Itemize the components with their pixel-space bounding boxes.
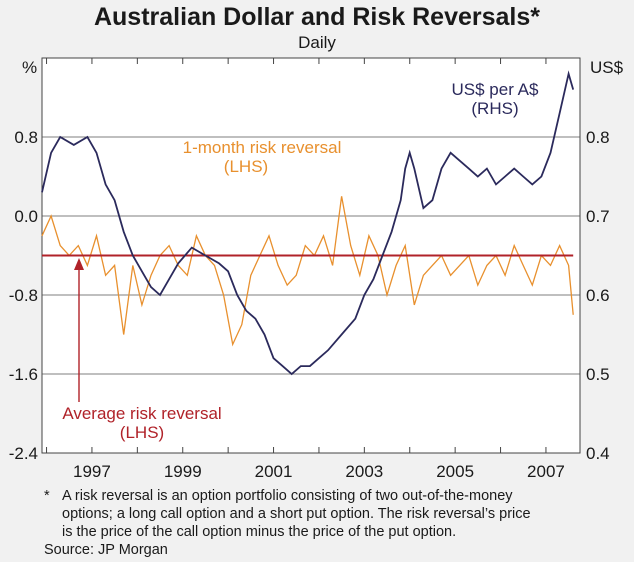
left-axis-tick-labels: 0.8 0.0 -0.8 -1.6 -2.4 [9, 128, 38, 463]
x-axis-ticks [46, 58, 547, 453]
usd-per-aud-series-line [41, 70, 575, 376]
left-tick-label: 0.8 [14, 128, 38, 147]
average-risk-reversal-label-lhs: (LHS) [120, 423, 164, 442]
left-tick-label: -0.8 [9, 286, 38, 305]
x-tick-label: 2005 [436, 462, 474, 481]
x-tick-label: 1997 [73, 462, 111, 481]
risk-reversal-series-line [41, 196, 574, 347]
x-tick-label: 2001 [255, 462, 293, 481]
right-tick-label: 0.4 [586, 444, 610, 463]
x-axis-tick-labels: 1997 1999 2001 2003 2005 2007 [73, 462, 565, 481]
usd-per-aud-label: US$ per A$ [452, 80, 539, 99]
left-tick-label: -1.6 [9, 365, 38, 384]
source-note: Source: JP Morgan [44, 542, 168, 558]
usd-per-aud-label-rhs: (RHS) [471, 99, 518, 118]
right-tick-label: 0.6 [586, 286, 610, 305]
average-label-arrow [74, 258, 84, 402]
left-tick-label: -2.4 [9, 444, 38, 463]
left-tick-label: 0.0 [14, 207, 38, 226]
right-tick-label: 0.5 [586, 365, 610, 384]
x-tick-label: 1999 [164, 462, 202, 481]
risk-reversal-label-lhs: (LHS) [224, 157, 268, 176]
risk-reversal-label: 1-month risk reversal [183, 138, 342, 157]
footnote-marker: * [44, 488, 50, 504]
right-axis-unit: US$ [590, 58, 624, 77]
average-risk-reversal-label: Average risk reversal [62, 404, 221, 423]
gridlines [42, 136, 580, 375]
x-tick-label: 2007 [527, 462, 565, 481]
right-tick-label: 0.7 [586, 207, 610, 226]
right-axis-tick-labels: 0.8 0.7 0.6 0.5 0.4 [586, 128, 610, 463]
right-tick-label: 0.8 [586, 128, 610, 147]
chart-title: Australian Dollar and Risk Reversals* [94, 3, 540, 31]
chart-subtitle: Daily [298, 33, 336, 52]
footnote-line: is the price of the call option minus th… [62, 524, 456, 540]
x-tick-label: 2003 [345, 462, 383, 481]
left-axis-unit: % [22, 58, 37, 77]
footnote-line: A risk reversal is an option portfolio c… [62, 488, 513, 504]
footnote-line: options; a long call option and a short … [62, 506, 531, 522]
